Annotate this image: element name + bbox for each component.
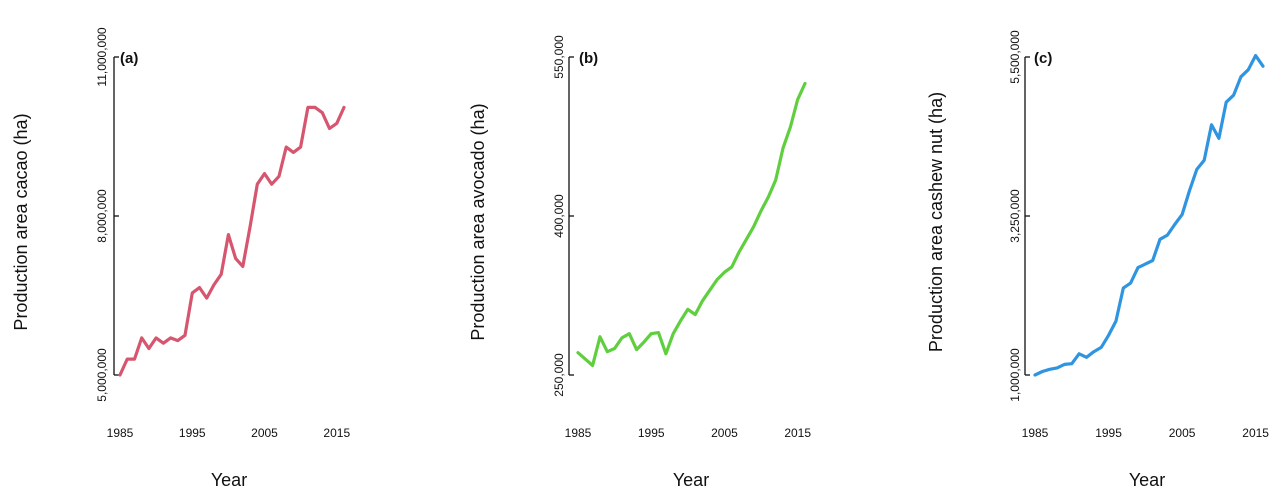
y-tick-label: 5,500,000 xyxy=(1008,30,1022,84)
y-tick-label: 550,000 xyxy=(552,35,566,79)
x-tick-label: 2005 xyxy=(1169,426,1196,440)
x-tick-label: 2015 xyxy=(784,426,811,440)
y-tick-label: 11,000,000 xyxy=(95,27,109,86)
series-line xyxy=(576,81,807,368)
y-tick-label: 3,250,000 xyxy=(1008,189,1022,243)
x-tick-label: 1985 xyxy=(107,426,134,440)
y-axis-title: Production area avocado (ha) xyxy=(468,103,488,340)
y-tick-label: 250,000 xyxy=(552,353,566,397)
x-axis-title: Year xyxy=(673,470,709,490)
y-axis-title: Production area cacao (ha) xyxy=(11,113,31,330)
panel-label: (b) xyxy=(579,50,598,67)
x-tick-label: 1995 xyxy=(638,426,665,440)
y-tick-label: 400,000 xyxy=(552,194,566,238)
x-tick-label: 1995 xyxy=(1095,426,1122,440)
y-axis-title: Production area cashew nut (ha) xyxy=(926,92,946,352)
x-tick-label: 1985 xyxy=(1022,426,1049,440)
x-axis-title: Year xyxy=(1129,470,1165,490)
panel-label: (a) xyxy=(120,50,138,67)
x-tick-label: 1995 xyxy=(179,426,206,440)
y-tick-label: 5,000,000 xyxy=(95,348,109,402)
x-tick-label: 1985 xyxy=(565,426,592,440)
series-line xyxy=(118,105,346,377)
y-tick-label: 1,000,000 xyxy=(1008,348,1022,402)
x-tick-label: 2015 xyxy=(1242,426,1269,440)
panel-label: (c) xyxy=(1034,50,1052,67)
x-tick-label: 2005 xyxy=(251,426,278,440)
x-tick-label: 2005 xyxy=(711,426,738,440)
x-tick-label: 2015 xyxy=(323,426,350,440)
x-axis-title: Year xyxy=(211,470,247,490)
series-line xyxy=(1033,53,1265,377)
y-tick-label: 8,000,000 xyxy=(95,189,109,243)
